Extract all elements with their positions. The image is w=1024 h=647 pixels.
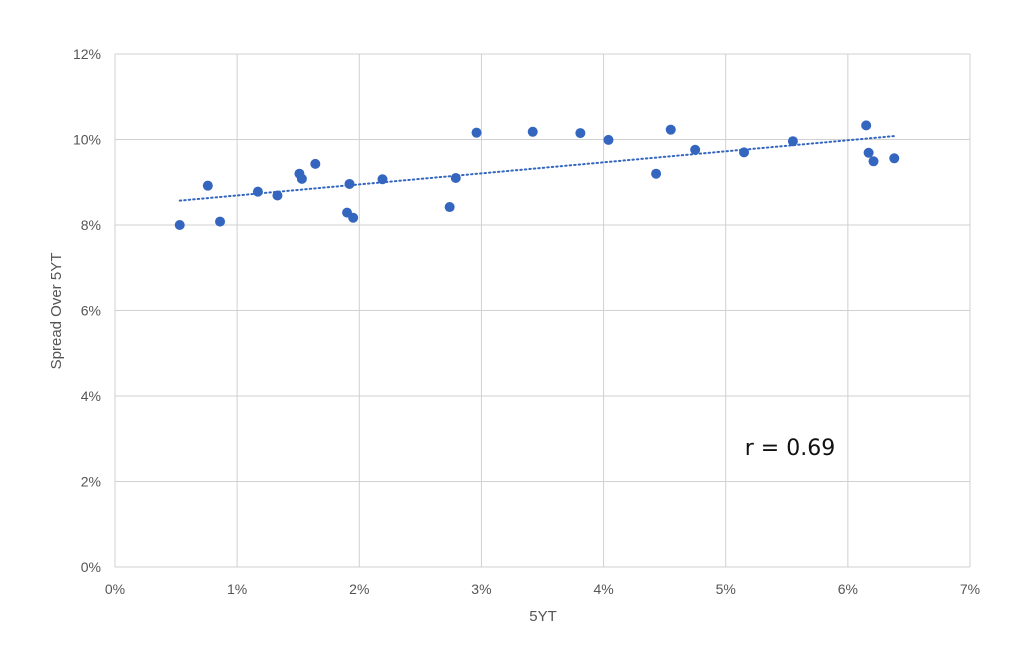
y-tick-label: 8% [81,217,101,233]
x-axis-ticks: 0% 1% 2% 3% 4% 5% 6% 7% [105,581,980,597]
x-tick-label: 7% [960,581,980,597]
data-point [651,168,662,179]
y-axis-title: Spread Over 5YT [48,253,65,370]
data-point [215,216,226,227]
x-axis-title: 5YT [529,608,557,625]
data-points [174,120,900,230]
y-axis-ticks: 0% 2% 4% 6% 8% 10% 12% [73,46,101,575]
data-point [174,220,185,230]
data-point [296,173,307,184]
data-point [272,190,283,201]
data-point [690,144,701,155]
data-point [665,124,676,135]
trendline [178,135,896,202]
x-tick-label: 3% [471,581,491,597]
data-point [575,128,586,139]
data-point [348,212,359,223]
data-point [863,147,874,158]
data-point [471,127,482,138]
trendline-layer [178,135,896,202]
y-tick-label: 2% [81,474,101,490]
data-point [739,147,750,158]
x-tick-label: 1% [227,581,247,597]
data-point [787,136,798,147]
data-point [603,134,614,145]
y-tick-label: 12% [73,46,101,62]
data-point [450,172,461,183]
data-point [527,126,538,137]
x-tick-label: 4% [593,581,613,597]
correlation-annotation: r = 0.69 [745,436,835,461]
data-point [310,158,321,169]
y-tick-label: 0% [81,559,101,575]
x-tick-label: 0% [105,581,125,597]
data-point [868,156,879,167]
y-tick-label: 4% [81,388,101,404]
data-point [444,202,455,213]
grid-lines [114,53,971,568]
y-tick-label: 10% [73,132,101,148]
data-point [377,174,388,185]
y-tick-label: 6% [81,303,101,319]
data-point [202,180,213,191]
x-tick-label: 2% [349,581,369,597]
data-point [344,178,355,189]
data-point [861,120,872,131]
data-point [889,153,900,164]
data-point [252,186,263,197]
x-tick-label: 5% [716,581,736,597]
x-tick-label: 6% [838,581,858,597]
